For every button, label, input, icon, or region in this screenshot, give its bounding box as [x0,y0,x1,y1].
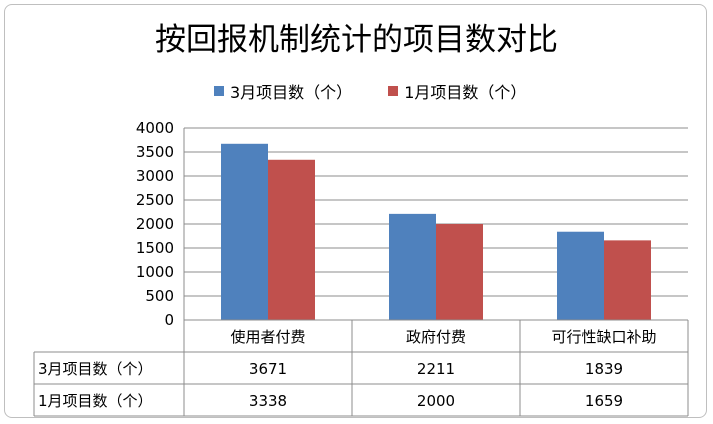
y-tick-label-1: 500 [145,287,174,305]
legend-swatch-january [388,86,399,96]
legend-item-january: 1月项目数（个） [388,79,526,103]
category-label-2: 可行性缺口补助 [551,328,656,346]
row-label-1: 1月项目数（个） [38,392,153,410]
legend-label-march: 3月项目数（个） [230,83,353,102]
data-label-series1-1: 2000 [417,392,455,410]
y-tick-label-8: 4000 [136,119,174,137]
category-label-0: 使用者付费 [230,328,305,346]
legend-swatch-march [214,86,224,96]
bar-series0-0 [221,143,268,320]
y-tick-label-3: 1500 [136,239,174,257]
row-label-0: 3月项目数（个） [38,360,153,378]
bar-series1-2 [604,240,651,320]
category-label-1: 政府付费 [406,328,466,346]
bar-series1-0 [268,159,315,320]
data-label-series0-1: 2211 [417,360,455,378]
legend: 3月项目数（个） 1月项目数（个） [214,79,562,103]
bar-series0-2 [557,231,604,320]
y-tick-label-2: 1000 [136,263,174,281]
data-label-series0-0: 3671 [249,360,287,378]
legend-item-march: 3月项目数（个） [214,79,352,103]
bar-series0-1 [389,213,436,320]
legend-label-january: 1月项目数（个） [404,83,527,102]
y-tick-label-5: 2500 [136,191,174,209]
y-tick-label-7: 3500 [136,143,174,161]
y-tick-label-6: 3000 [136,167,174,185]
chart-title: 按回报机制统计的项目数对比 [155,22,558,58]
y-tick-label-4: 2000 [136,215,174,233]
data-label-series1-2: 1659 [585,392,623,410]
bar-series1-1 [436,224,483,320]
chart-frame [4,4,707,418]
data-label-series1-0: 3338 [249,392,287,410]
y-tick-label-0: 0 [164,311,174,329]
data-label-series0-2: 1839 [585,360,623,378]
